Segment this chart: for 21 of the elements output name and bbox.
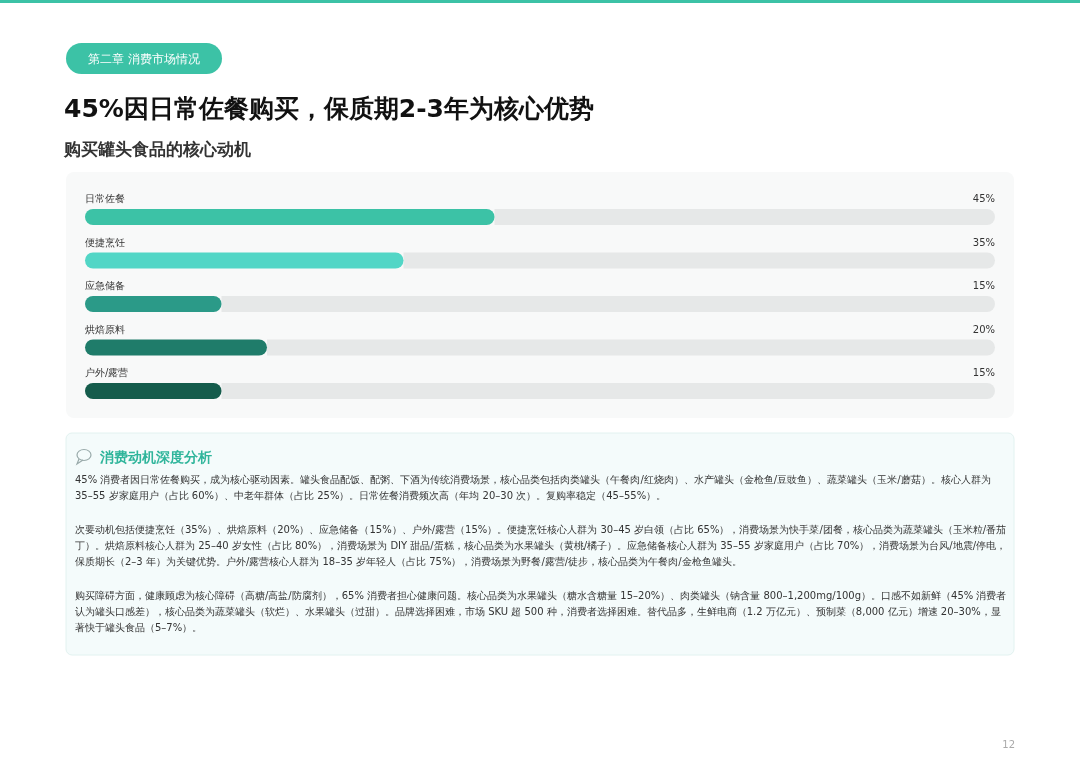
- text: 45% 消费者因日常佐餐购买，成为核心驱动因素。罐头食品配饭、配粥、下酒为传统消费场景，核心品类包括肉类罐头（午餐肉/红烧肉）、水产罐头（金枪鱼/豆豉鱼）、蔬菜罐头（玉米/蘑菇）。核心人群为 35–55 岁家庭用户（占比 60%）、中老年群体（占比 25%）。日常佐餐消费频次高（年均 20–30 次）。复购率稳定（45–55%）。: [75, 473, 992, 503]
- text: 第二章 消费市场情况: [88, 52, 200, 66]
- data-label: 15%: [972, 280, 995, 291]
- text: 次要动机包括便捷烹饪（35%）、烘焙原料（20%）、应急储备（15%）、户外/露营（15%）。便捷烹饪核心人群为 30–45 岁白领（占比 65%），消费场景为快手菜/团餐，核心品类为蔬菜罐头（玉米粒/番茄丁）。烘焙原料核心人群为 25–40 岁女性（占比 80%），消费场景为 DIY 甜品/蛋糕，核心品类为水果罐头（黄桃/橘子）。应急储备核心人群为 35–55 岁家庭用户（占比 70%），消费场景为台风/地震/停电，保质期长（2–3 年）为关键优势。户外/露营核心人群为 18–35 岁年轻人（占比 75%），消费场景为野餐/露营/徒步，核心品类为午餐肉/金枪鱼罐头。: [75, 523, 1008, 569]
- bar: [85, 296, 222, 312]
- y-tick-label: 便捷烹饪: [85, 236, 125, 248]
- chart-title: 45%因日常佐餐购买，保质期2-3年为核心优势: [64, 94, 595, 123]
- y-tick-label: 烘焙原料: [85, 323, 125, 335]
- text: 购买障碍方面，健康顾虑为核心障碍（高糖/高盐/防腐剂），65% 消费者担心健康问题。核心品类为水果罐头（糖水含糖量 15–20%）、肉类罐头（钠含量 800–1,200mg/100g）。口感不如新鲜（45% 消费者认为罐头口感差），核心品类为蔬菜罐头（软烂）、水果罐头（过甜）。品牌选择困难，市场 SKU 超 500 种，消费者选择困难。替代品多，生鲜电商（1.2 万亿元）、预制菜（8,000 亿元）增速 20–30%，显著快于罐头食品（5–7%）。: [75, 589, 1008, 635]
- bar: [85, 339, 267, 356]
- data-label: 15%: [972, 367, 995, 378]
- y-tick-label: 日常佐餐: [85, 193, 125, 204]
- text: 12: [1002, 739, 1015, 750]
- y-tick-label: 户外/露营: [85, 367, 129, 378]
- text: 消费动机深度分析: [99, 449, 212, 465]
- chart-subtitle: 购买罐头食品的核心动机: [63, 139, 251, 159]
- data-label: 35%: [972, 236, 995, 248]
- data-label: 45%: [972, 193, 995, 204]
- bar: [85, 383, 222, 399]
- data-label: 20%: [972, 323, 995, 335]
- y-tick-label: 应急储备: [85, 280, 125, 291]
